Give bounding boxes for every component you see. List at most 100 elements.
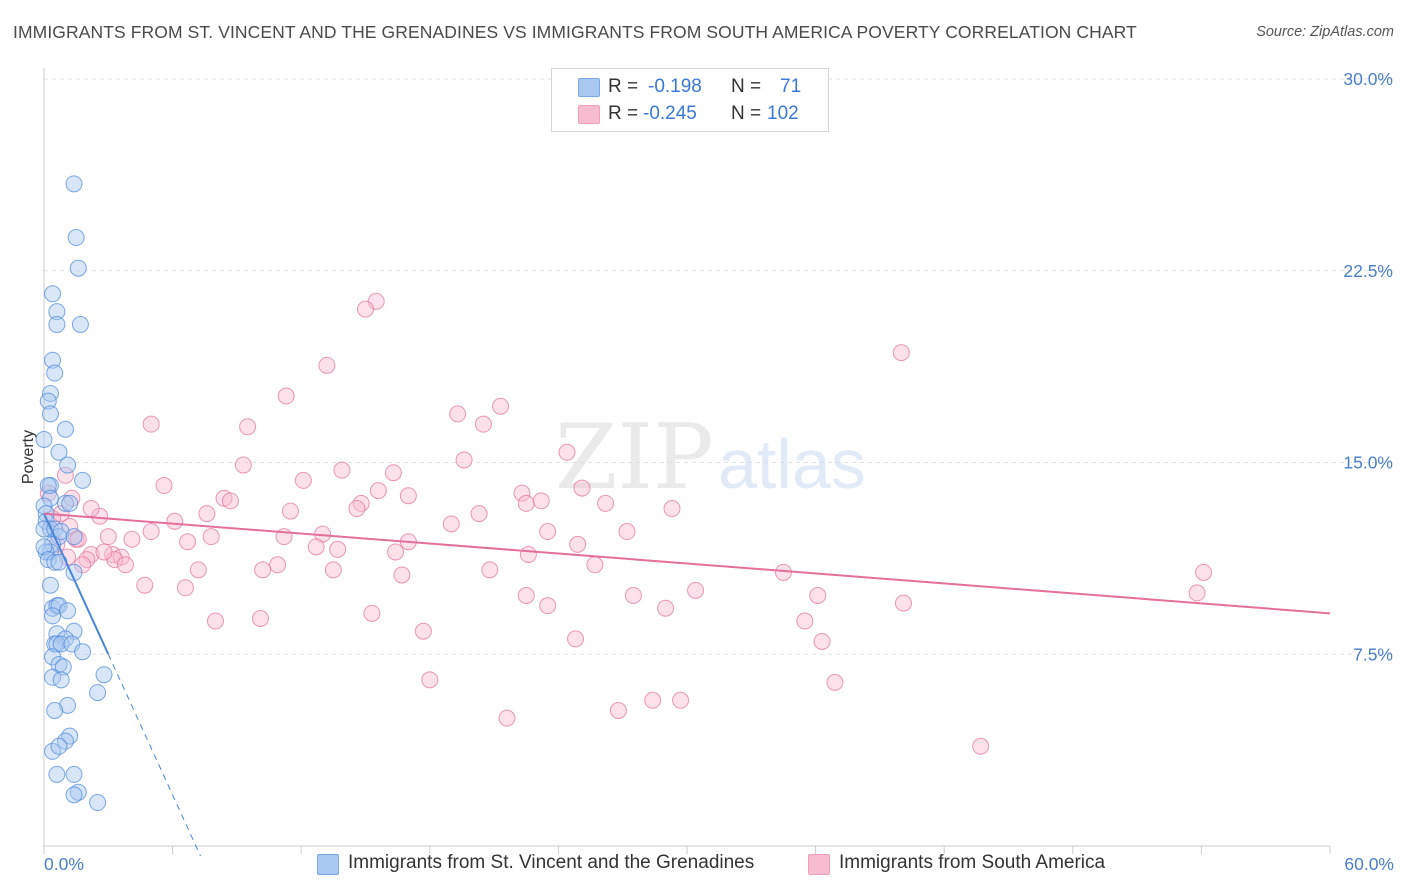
data-point bbox=[56, 466, 74, 484]
legend-r-label: R = bbox=[608, 103, 639, 124]
legend-swatch-south-america bbox=[578, 105, 600, 124]
legend-n-label: N = bbox=[731, 103, 762, 124]
data-point bbox=[89, 684, 107, 702]
trend-line bbox=[43, 513, 110, 655]
data-point bbox=[470, 505, 488, 523]
data-point bbox=[239, 418, 257, 436]
data-point bbox=[65, 765, 83, 783]
data-point bbox=[61, 494, 79, 512]
data-point bbox=[46, 364, 64, 382]
data-point bbox=[52, 671, 70, 689]
data-point bbox=[567, 630, 585, 648]
data-point bbox=[89, 794, 107, 812]
data-point bbox=[176, 579, 194, 597]
data-point bbox=[71, 315, 89, 333]
data-point bbox=[618, 523, 636, 541]
watermark-zip: ZIP bbox=[555, 405, 714, 510]
data-point bbox=[474, 415, 492, 433]
data-point bbox=[294, 471, 312, 489]
data-point bbox=[492, 397, 510, 415]
data-point bbox=[687, 581, 705, 599]
data-point bbox=[369, 482, 387, 500]
data-point bbox=[569, 535, 587, 553]
data-point bbox=[519, 546, 537, 564]
x-tick-label: 60.0% bbox=[1344, 854, 1394, 874]
data-point bbox=[481, 561, 499, 579]
data-point bbox=[166, 512, 184, 530]
data-point bbox=[155, 477, 173, 495]
data-point bbox=[50, 737, 68, 755]
data-point bbox=[1188, 584, 1206, 602]
series-swatch-south-america bbox=[808, 854, 830, 875]
data-point bbox=[74, 643, 92, 661]
data-point bbox=[202, 528, 220, 546]
data-point bbox=[61, 517, 79, 535]
data-point bbox=[498, 709, 516, 727]
legend-n-value: 71 bbox=[780, 76, 802, 97]
data-point bbox=[142, 523, 160, 541]
data-point bbox=[65, 175, 83, 193]
chart-title: IMMIGRANTS FROM ST. VINCENT AND THE GREN… bbox=[13, 22, 1137, 42]
data-point bbox=[357, 300, 374, 318]
data-point bbox=[663, 500, 681, 518]
data-point bbox=[414, 622, 432, 640]
data-point bbox=[513, 484, 531, 502]
series-swatch-st-vincent bbox=[317, 854, 339, 875]
data-point bbox=[48, 765, 66, 783]
data-point bbox=[348, 500, 366, 518]
trend-line bbox=[43, 512, 1331, 615]
watermark: ZIP atlas bbox=[555, 405, 866, 510]
series-label-south-america: Immigrants from South America bbox=[839, 852, 1106, 873]
watermark-atlas: atlas bbox=[718, 425, 866, 503]
data-point bbox=[56, 420, 74, 438]
data-point bbox=[41, 576, 59, 594]
data-point bbox=[67, 229, 85, 247]
data-point bbox=[796, 612, 814, 630]
data-point bbox=[189, 561, 207, 579]
data-point bbox=[972, 737, 990, 755]
data-point bbox=[281, 502, 299, 520]
data-point bbox=[48, 625, 66, 643]
data-point bbox=[142, 415, 160, 433]
trend-line-extension bbox=[107, 654, 201, 857]
data-point bbox=[517, 494, 535, 512]
data-point bbox=[179, 533, 197, 551]
data-point bbox=[56, 494, 74, 512]
data-point bbox=[65, 786, 83, 804]
data-point bbox=[277, 387, 295, 405]
data-point bbox=[251, 609, 269, 627]
data-point bbox=[50, 597, 68, 615]
data-point bbox=[363, 604, 381, 622]
data-point bbox=[41, 405, 59, 423]
data-point bbox=[54, 658, 72, 676]
data-point bbox=[826, 673, 844, 691]
data-point bbox=[234, 456, 252, 474]
axes: 7.5% 15.0% 22.5% 30.0% 0.0% 60.0% bbox=[43, 68, 1394, 874]
data-point bbox=[48, 635, 66, 653]
data-point bbox=[324, 561, 342, 579]
data-point bbox=[39, 477, 57, 495]
data-point bbox=[50, 443, 68, 461]
data-point bbox=[46, 701, 64, 719]
data-point bbox=[44, 285, 62, 303]
data-point bbox=[69, 259, 87, 277]
data-point bbox=[449, 405, 467, 423]
data-point bbox=[421, 671, 439, 689]
data-point bbox=[532, 492, 550, 510]
data-point bbox=[333, 461, 351, 479]
data-point bbox=[44, 607, 62, 625]
y-tick-label: 22.5% bbox=[1343, 261, 1393, 281]
data-point bbox=[597, 494, 615, 512]
data-point bbox=[307, 538, 325, 556]
data-point bbox=[399, 487, 417, 505]
data-point bbox=[813, 632, 831, 650]
grid bbox=[44, 78, 1394, 655]
data-point bbox=[517, 586, 535, 604]
data-point bbox=[318, 356, 336, 374]
data-point bbox=[95, 666, 113, 684]
data-point bbox=[39, 392, 57, 410]
y-tick-label: 15.0% bbox=[1343, 453, 1393, 473]
data-point bbox=[254, 561, 272, 579]
data-point bbox=[1195, 563, 1213, 581]
